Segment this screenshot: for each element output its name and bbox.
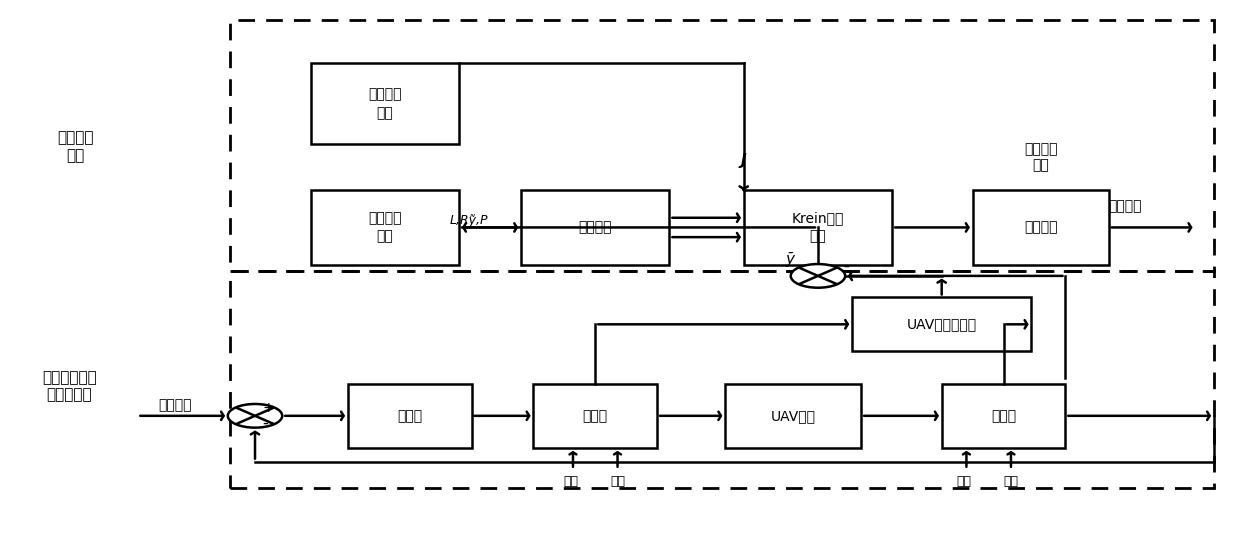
- Text: 干扰: 干扰: [610, 475, 625, 488]
- Text: ỹ: ỹ: [785, 252, 794, 267]
- Bar: [725, 384, 862, 448]
- Bar: [347, 384, 471, 448]
- Text: 非线性观
测器: 非线性观 测器: [368, 211, 402, 243]
- Bar: [521, 190, 670, 265]
- Text: 故障信息: 故障信息: [1109, 199, 1142, 213]
- Bar: [852, 298, 1032, 351]
- Text: L,Rỹ,P: L,Rỹ,P: [450, 214, 489, 227]
- Bar: [744, 190, 893, 265]
- Text: 残差评价
函数: 残差评价 函数: [1024, 142, 1058, 173]
- Text: UAV机体: UAV机体: [771, 409, 816, 423]
- Bar: [533, 384, 657, 448]
- Text: 控制器: 控制器: [397, 409, 423, 423]
- Bar: [231, 270, 1214, 489]
- Text: 等价方程: 等价方程: [579, 220, 613, 234]
- Text: UAV非线性模型: UAV非线性模型: [906, 318, 977, 331]
- Text: +: +: [263, 401, 274, 415]
- Text: 鲁棒性能
指标: 鲁棒性能 指标: [368, 88, 402, 120]
- Text: Krein空间
投影: Krein空间 投影: [792, 211, 844, 243]
- Circle shape: [228, 404, 283, 428]
- Text: 残差评价: 残差评价: [1024, 220, 1058, 234]
- Text: 干扰: 干扰: [1003, 475, 1018, 488]
- Text: 故障检测
模块: 故障检测 模块: [57, 130, 94, 163]
- Text: 故障: 故障: [563, 475, 578, 488]
- Bar: [972, 190, 1109, 265]
- Text: -: -: [262, 414, 268, 432]
- Bar: [231, 20, 1214, 270]
- Bar: [941, 384, 1065, 448]
- Text: 传感器: 传感器: [991, 409, 1016, 423]
- Bar: [311, 190, 459, 265]
- Text: 执行器: 执行器: [583, 409, 608, 423]
- Text: 控制指令: 控制指令: [157, 398, 191, 412]
- Text: -: -: [843, 257, 849, 275]
- Circle shape: [791, 264, 846, 288]
- Text: 无人机飞行控
制系统模块: 无人机飞行控 制系统模块: [42, 370, 97, 403]
- Text: J: J: [742, 153, 746, 168]
- Text: 故障: 故障: [956, 475, 971, 488]
- Bar: [311, 63, 459, 144]
